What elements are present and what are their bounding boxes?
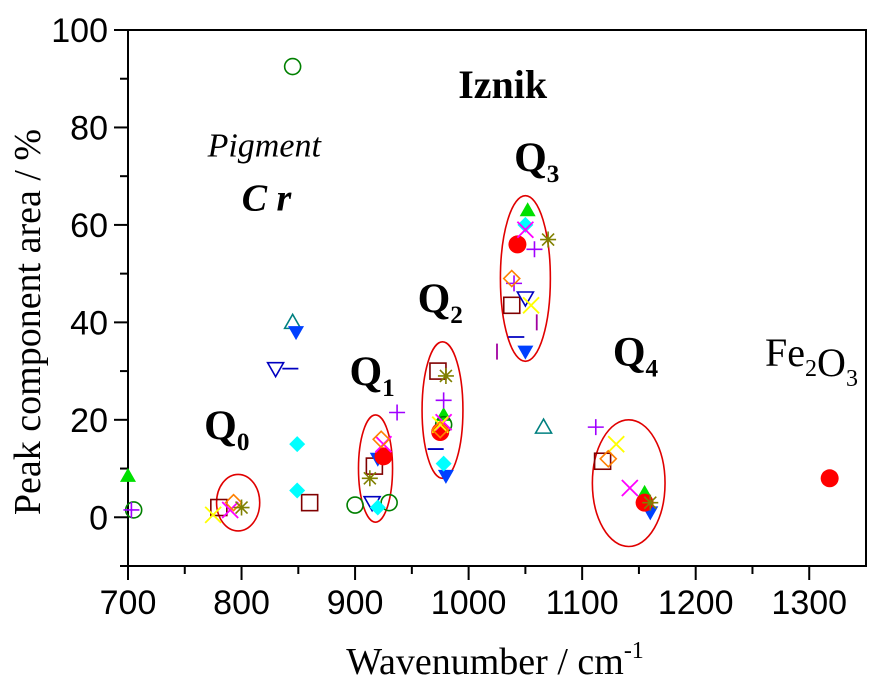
x-tick-label: 1300 [771, 584, 847, 622]
data-point [516, 221, 535, 239]
data-point [435, 392, 452, 409]
data-point [517, 216, 534, 233]
data-point [346, 496, 364, 514]
data-point [642, 494, 659, 511]
group-ellipse-q3 [499, 194, 552, 363]
x-tick-label: 700 [100, 584, 157, 622]
data-point [431, 420, 450, 439]
data-point [431, 416, 449, 434]
annotation-pigment: Pigment [207, 128, 323, 165]
data-point [621, 479, 639, 497]
group-ellipses [215, 194, 666, 548]
x-tick-label: 1200 [658, 584, 734, 622]
annotation-q3: Q3 [514, 135, 559, 188]
data-point [431, 423, 450, 441]
data-point [380, 493, 398, 512]
x-axis-title: Wavenumber / cm-1 [346, 638, 644, 683]
data-point [587, 419, 604, 436]
x-axis-title-sup: -1 [624, 638, 644, 664]
annotation-fe2o3: Fe2O3 [765, 330, 858, 392]
annotations: Iznik Pigment C r Q0 Q1 Q2 Q3 Q4 Fe2O3 [204, 62, 858, 456]
data-point [522, 296, 540, 314]
x-tick-label: 800 [213, 584, 270, 622]
y-tick-label: 80 [70, 109, 108, 147]
annotation-q4: Q4 [613, 330, 659, 383]
axes: 700 800 900 1000 1100 1200 1300 0 20 40 60 80 100 [51, 12, 867, 622]
y-tick-label: 40 [70, 304, 108, 342]
y-tick-label: 0 [89, 499, 108, 537]
plot-frame [127, 29, 867, 567]
data-point [372, 430, 391, 449]
data-point [289, 436, 306, 453]
x-tick-label: 1000 [431, 584, 507, 622]
data-point [266, 361, 285, 379]
data-point [389, 404, 406, 421]
data-point [502, 269, 521, 288]
x-tick-label: 900 [327, 584, 384, 622]
data-point [435, 455, 452, 472]
data-point [233, 499, 250, 516]
data-point [508, 235, 527, 254]
data-point [361, 470, 378, 487]
data-point [540, 231, 557, 248]
data-point [820, 469, 839, 488]
group-ellipse-q1 [357, 414, 394, 523]
data-point [283, 57, 302, 76]
data-point [516, 291, 535, 308]
data-point [437, 367, 454, 384]
data-point [224, 493, 243, 512]
data-point [519, 202, 536, 217]
data-point [526, 241, 543, 258]
annotation-q2: Q2 [418, 277, 463, 330]
data-point [534, 417, 553, 434]
data-point [369, 499, 386, 516]
data-point [288, 326, 305, 341]
data-point [204, 506, 222, 524]
annotation-cr: C r [242, 177, 293, 219]
data-point [437, 469, 454, 484]
x-tick-label: 1100 [546, 584, 619, 622]
y-tick-label: 20 [70, 402, 108, 440]
data-point [300, 493, 319, 512]
annotation-iznik: Iznik [458, 62, 548, 107]
annotation-q1: Q1 [349, 350, 394, 403]
y-axis-title: Peak component area / % [7, 129, 49, 515]
data-point [502, 296, 521, 315]
y-tick-label: 100 [51, 12, 108, 50]
data-point [599, 449, 618, 468]
data-point [221, 501, 239, 519]
data-point [123, 501, 140, 518]
data-points [120, 57, 839, 524]
data-point [374, 447, 393, 466]
data-point [289, 482, 306, 499]
annotation-q0: Q0 [204, 403, 249, 456]
x-axis-title-text: Wavenumber / cm [346, 641, 624, 683]
data-point [120, 467, 136, 482]
y-tick-label: 60 [70, 207, 108, 245]
data-point [607, 435, 625, 453]
data-point [593, 452, 612, 471]
group-ellipse-q4 [591, 419, 666, 548]
data-point [517, 345, 534, 360]
group-ellipse-q2 [421, 341, 464, 480]
group-ellipse-q0 [215, 473, 261, 532]
